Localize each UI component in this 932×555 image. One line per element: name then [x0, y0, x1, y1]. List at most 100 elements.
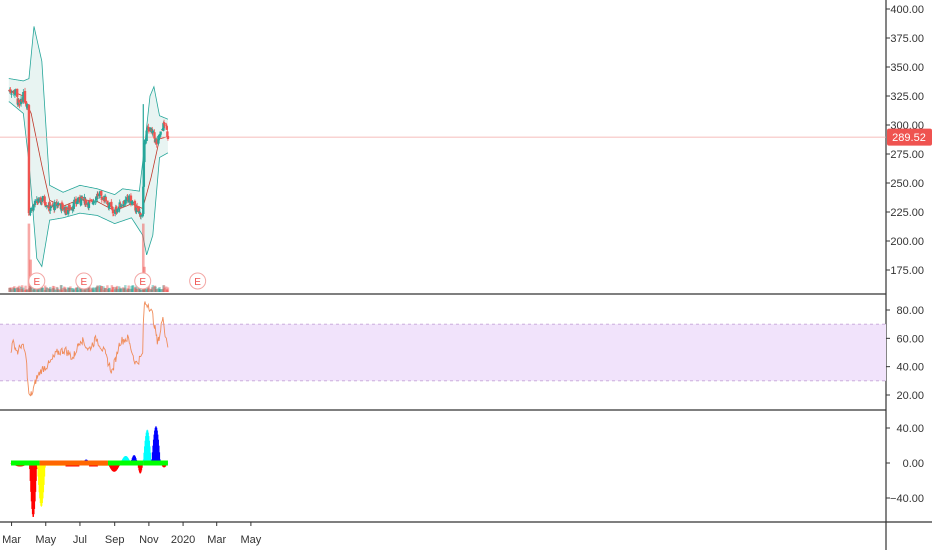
volume-bar [13, 286, 16, 292]
volume-bar [70, 288, 74, 292]
volume-bar [118, 289, 121, 292]
candle-body [146, 128, 149, 130]
last-price-badge-text: 289.52 [892, 132, 926, 144]
candle-body [43, 196, 46, 204]
volume-bar [100, 286, 103, 292]
candle-body [157, 136, 160, 144]
candle-body [151, 130, 155, 134]
rsi-tick-label: 60.00 [896, 333, 924, 345]
volume-bar [121, 287, 125, 292]
volume-bar [91, 288, 94, 292]
candle-body [96, 193, 100, 196]
time-axis[interactable]: Mar May Jul Sep Nov 2020 Mar May [2, 522, 262, 546]
volume-bar [155, 289, 158, 292]
earnings-marker-icon: E [134, 272, 152, 290]
volume-bar [43, 285, 47, 292]
volume-bar [77, 285, 80, 292]
candle-body [76, 202, 79, 204]
earnings-marker-icon: E [28, 272, 46, 290]
volume-bar [134, 288, 138, 292]
volume-bar [80, 289, 84, 292]
candle-body [131, 202, 134, 204]
candle-body [162, 122, 166, 124]
oscillator-bar [125, 456, 127, 463]
oscillator-zero-dots [39, 460, 108, 466]
volume-bar [98, 285, 102, 292]
candle-body [37, 197, 41, 199]
volume-bar [123, 287, 126, 292]
price-axis[interactable]: 400.00375.00350.00325.00300.00275.00250.… [886, 4, 924, 505]
candle-body [124, 199, 127, 205]
candle-body [155, 139, 158, 145]
volume-bar [158, 289, 162, 292]
candle-body [96, 194, 99, 200]
candle-body [116, 209, 119, 213]
last-price-badge: 289.52 [887, 128, 932, 146]
candle-body [92, 201, 96, 203]
candle-body [147, 126, 150, 128]
volume-bar [123, 288, 126, 292]
candle-body [111, 209, 115, 214]
volume-bar [75, 287, 78, 292]
oscillator-pane[interactable] [10, 426, 168, 517]
candle-body [135, 207, 138, 213]
volume-bar [51, 285, 55, 292]
volume-bar [146, 289, 149, 292]
oscillator-bar [43, 463, 45, 485]
volume-bar [98, 286, 101, 292]
oscillator-bar [32, 463, 34, 517]
candle-body [87, 201, 91, 208]
volume-bar [162, 285, 166, 292]
oscillator-bar [34, 463, 36, 509]
volume-bar [37, 289, 41, 292]
oscillator-bar [150, 452, 152, 463]
volume-bar [13, 288, 17, 292]
oscillator-bar [132, 455, 134, 463]
candle-body [100, 190, 103, 196]
candle-body [17, 99, 21, 103]
volume-bar [53, 289, 56, 292]
oscillator-bar [133, 455, 135, 463]
candle-body [145, 130, 148, 141]
oscillator-bar [109, 463, 111, 469]
candle-body [110, 201, 113, 207]
volume-bar [55, 286, 59, 292]
earnings-marker-icon: E [75, 272, 93, 290]
candle-body [75, 201, 79, 205]
earnings-marker-label: E [33, 277, 40, 288]
oscillator-bar [42, 463, 44, 499]
oscillator-bar [36, 463, 38, 470]
price-tick-label: 200.00 [890, 236, 924, 248]
volume-bar [51, 288, 54, 292]
candle-body [49, 206, 52, 209]
candle-body [162, 123, 165, 131]
candle-body [77, 197, 80, 203]
volume-bar [96, 285, 99, 292]
oscillator-bar [33, 463, 35, 515]
candle-body [10, 93, 13, 95]
oscillator-bar [140, 463, 142, 474]
volume-bar [15, 287, 19, 292]
candle-body [37, 198, 40, 203]
candle-body [79, 198, 83, 206]
oscillator-bar [140, 463, 142, 473]
volume-bar [26, 289, 29, 292]
earnings-marker-label: E [194, 277, 201, 288]
volume-bar [166, 287, 170, 292]
volume-bar [64, 289, 68, 292]
volume-bar [72, 289, 75, 292]
volume-bar [21, 289, 24, 292]
oscillator-bar [117, 463, 119, 469]
candle-body [23, 90, 27, 103]
volume-bar [120, 288, 123, 292]
rsi-pane[interactable] [0, 301, 886, 397]
candle-body [143, 140, 147, 145]
oscillator-bar [158, 445, 160, 463]
price-tick-label: 250.00 [890, 178, 924, 190]
candle-body [28, 213, 32, 215]
candle-body [15, 88, 19, 97]
candle-body [9, 91, 13, 93]
oscillator-bar [110, 463, 112, 470]
